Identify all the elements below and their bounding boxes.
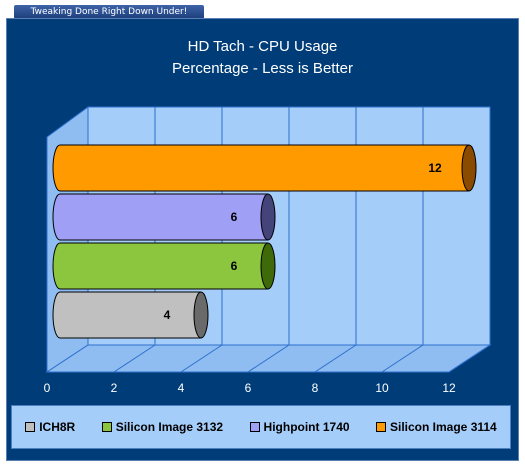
- legend-item: Highpoint 1740: [249, 420, 350, 434]
- legend-label: Silicon Image 3114: [390, 420, 497, 434]
- bar-highpoint-1740: 6: [52, 193, 276, 241]
- bar-value-label: 6: [231, 259, 238, 273]
- x-axis-ticks: 0 2 4 6 8 10 12: [44, 381, 456, 395]
- floor-gridline: [113, 344, 156, 373]
- bar-body: [52, 291, 202, 339]
- bar-body: [52, 193, 269, 241]
- bar-ich8r: 4: [52, 291, 209, 339]
- legend-swatch: [25, 422, 36, 432]
- x-tick-label: 10: [375, 381, 389, 395]
- bar-body: [52, 144, 470, 192]
- bar-end-cap: [193, 291, 209, 339]
- floor-gridline: [448, 344, 491, 373]
- floor-gridline: [247, 344, 290, 373]
- floor-gridline: [314, 344, 357, 373]
- legend: ICH8R Silicon Image 3132 Highpoint 1740 Sil…: [11, 405, 511, 449]
- legend-label: Highpoint 1740: [263, 420, 350, 434]
- bar-end-cap: [260, 193, 276, 241]
- bar-end-cap: [260, 242, 276, 290]
- legend-swatch: [376, 422, 386, 432]
- legend-swatch: [101, 422, 112, 432]
- bar-end-cap: [461, 144, 477, 192]
- x-tick-label: 6: [245, 381, 252, 395]
- x-tick-label: 8: [312, 381, 319, 395]
- chart-subtitle: Percentage - Less is Better: [172, 60, 353, 77]
- bar-value-label: 12: [428, 161, 442, 175]
- floor-gridline: [381, 344, 424, 373]
- legend-item: ICH8R: [25, 420, 75, 434]
- bar-silicon-image-3114: 12: [52, 144, 477, 192]
- bars-group: 4 6 6 12: [52, 144, 477, 339]
- legend-swatch: [249, 422, 260, 432]
- legend-item: Silicon Image 3114: [376, 420, 497, 434]
- legend-item: Silicon Image 3132: [101, 420, 224, 434]
- legend-label: Silicon Image 3132: [115, 420, 224, 434]
- floor-gridline: [180, 344, 223, 373]
- x-tick-label: 4: [178, 381, 185, 395]
- site-banner: Tweaking Done Right Down Under!: [14, 5, 204, 19]
- bar-value-label: 4: [164, 308, 171, 322]
- x-tick-label: 2: [111, 381, 118, 395]
- legend-label: ICH8R: [39, 420, 76, 434]
- chart-title: HD Tach - CPU Usage: [187, 38, 338, 55]
- x-tick-label: 0: [44, 381, 51, 395]
- x-tick-label: 12: [442, 381, 456, 395]
- bar-body: [52, 242, 269, 290]
- bar-value-label: 6: [231, 210, 238, 224]
- bar-silicon-image-3132: 6: [52, 242, 276, 290]
